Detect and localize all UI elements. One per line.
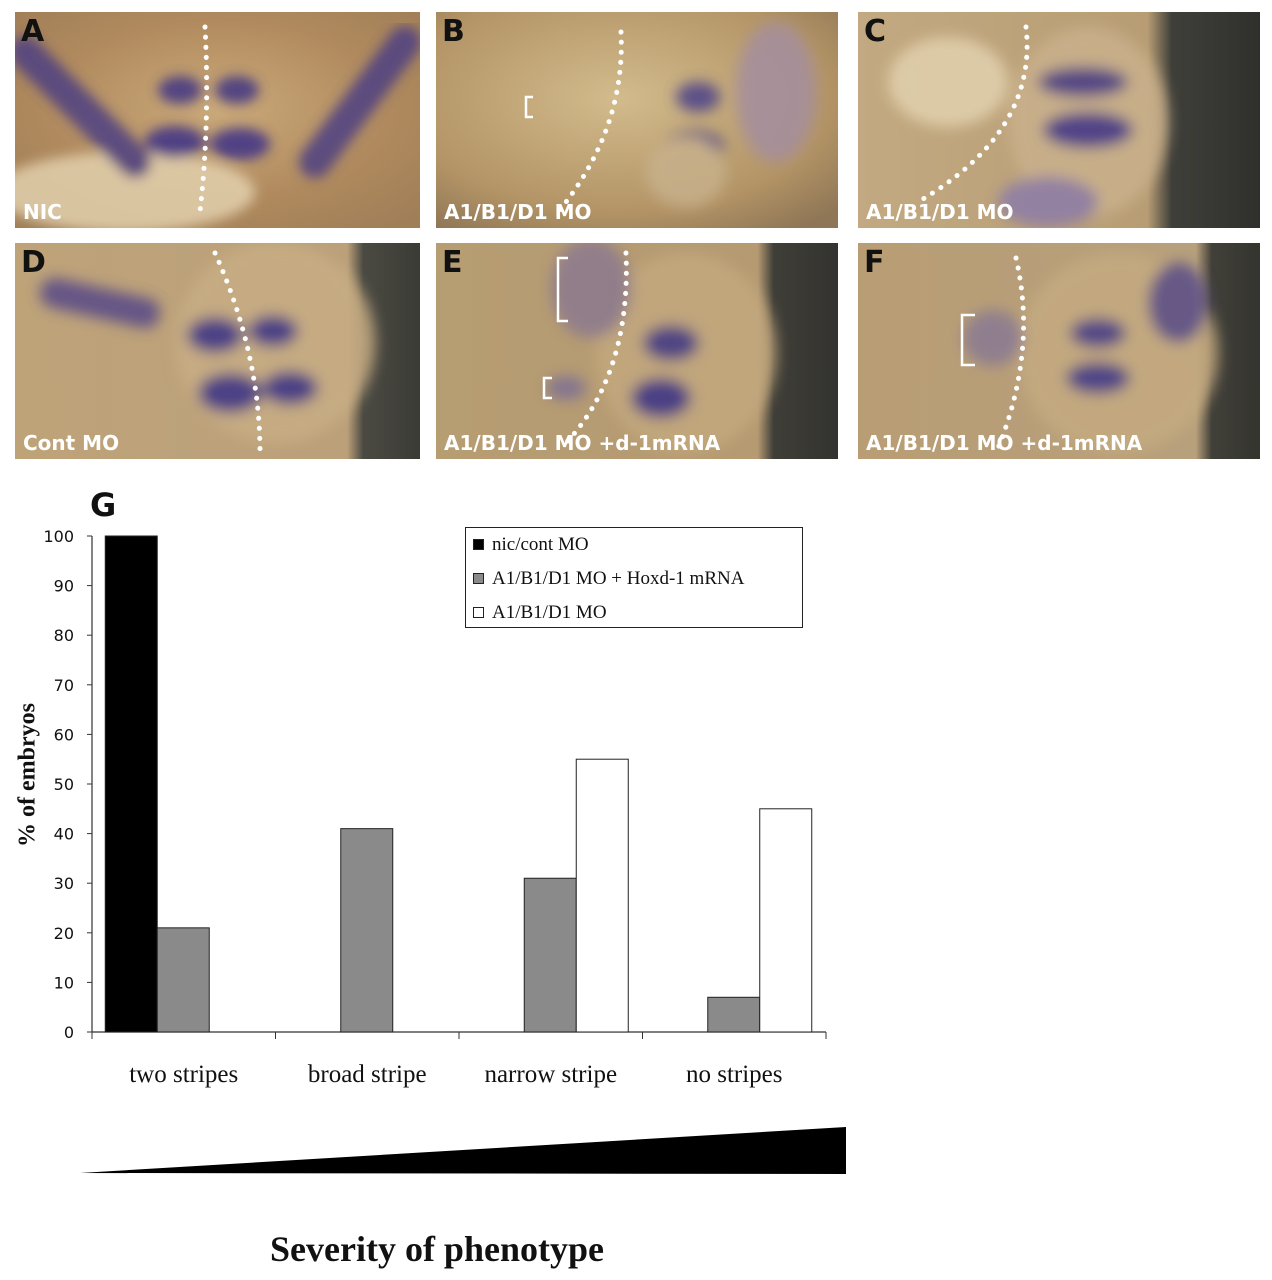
bar [340,828,394,1033]
panel-letter: D [21,245,46,280]
panel-letter: C [864,14,887,49]
embryo-image-d [15,243,420,459]
y-axis-label: % of embryos [14,703,41,847]
panel-c: C A1/B1/D1 MO [858,12,1260,228]
bar [759,808,813,1033]
panel-e: E A1/B1/D1 MO +d-1mRNA [436,243,838,459]
legend-label: A1/B1/D1 MO [492,602,607,623]
panel-d: D Cont MO [15,243,420,459]
bar [707,996,761,1033]
legend-item: nic/cont MO [473,534,589,556]
y-tick-label: 90 [54,577,74,596]
bar [523,877,577,1033]
embryo-image-c [858,12,1260,228]
panel-caption: NIC [23,200,62,224]
panel-letter: A [21,14,45,49]
panel-b: B A1/B1/D1 MO [436,12,838,228]
bar-chart: 0 10 20 30 40 50 60 70 80 90 100 two stripes broad s… [43,527,846,1174]
y-tick-label: 100 [43,527,74,546]
panel-caption: A1/B1/D1 MO [866,200,1014,224]
embryo-image-a [15,12,420,228]
x-tick-label: broad stripe [308,1061,427,1088]
legend-swatch [473,539,484,550]
embryo-image-b [436,12,838,228]
bar [104,535,158,1033]
x-tick-label: no stripes [686,1061,783,1088]
panel-f: F A1/B1/D1 MO +d-1mRNA [858,243,1260,459]
bar [156,927,210,1033]
embryo-image-f [858,243,1260,459]
panel-caption: A1/B1/D1 MO +d-1mRNA [866,431,1143,455]
panel-caption: A1/B1/D1 MO +d-1mRNA [444,431,721,455]
legend-swatch [473,607,484,618]
x-tick-label: narrow stripe [484,1061,617,1088]
panel-letter: E [442,245,463,280]
panel-letter: B [442,14,465,49]
legend-item: A1/B1/D1 MO + Hoxd-1 mRNA [473,568,744,590]
y-tick-label: 50 [54,775,74,794]
legend-swatch [473,573,484,584]
panel-a: A NIC [15,12,420,228]
y-tick-label: 0 [64,1023,74,1042]
y-tick-label: 30 [54,874,74,893]
chart-panel-letter: G [90,486,117,524]
y-tick-label: 70 [54,676,74,695]
panel-caption: Cont MO [23,431,120,455]
panel-letter: F [864,245,885,280]
bar [575,758,629,1033]
y-tick-label: 80 [54,626,74,645]
legend-label: nic/cont MO [492,534,589,555]
y-tick-label: 40 [54,825,74,844]
embryo-image-e [436,243,838,459]
x-axis-title: Severity of phenotype [270,1229,604,1269]
legend-label: A1/B1/D1 MO + Hoxd-1 mRNA [492,568,745,589]
x-tick-label: two stripes [129,1061,238,1088]
panel-caption: A1/B1/D1 MO [444,200,592,224]
y-tick-label: 20 [54,924,74,943]
y-tick-label: 10 [54,973,74,992]
y-tick-label: 60 [54,725,74,744]
chart-legend: nic/cont MO A1/B1/D1 MO + Hoxd-1 mRNA A1… [465,527,803,628]
legend-item: A1/B1/D1 MO [473,602,607,624]
severity-wedge [80,1127,846,1174]
